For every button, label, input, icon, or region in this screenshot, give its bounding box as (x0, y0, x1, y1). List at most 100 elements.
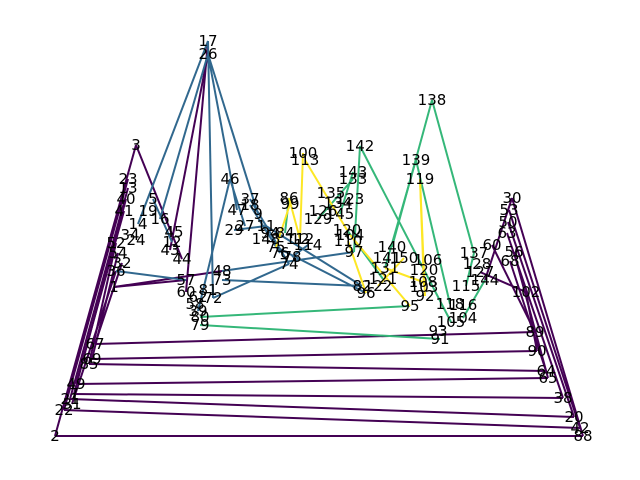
node-label-138: 138 (418, 91, 447, 109)
node-label-103: 103 (410, 278, 439, 296)
node-label-131: 131 (371, 259, 400, 277)
edge-17-60 (185, 40, 209, 293)
node-label-16: 16 (150, 210, 169, 228)
node-label-122: 122 (364, 277, 393, 295)
edge-67-32 (94, 262, 123, 345)
edge-22-23 (63, 178, 129, 411)
node-label-90: 90 (527, 342, 546, 360)
node-label-67: 67 (85, 335, 104, 353)
node-label-20: 20 (564, 408, 583, 426)
node-label-36: 36 (106, 262, 125, 280)
node-label-50: 50 (498, 213, 517, 231)
edge-110-96 (347, 240, 367, 294)
node-label-53: 53 (499, 201, 518, 219)
edge-20-50 (507, 221, 575, 418)
node-label-56: 56 (504, 243, 523, 261)
edge-99-75 (275, 203, 291, 248)
node-label-121: 121 (369, 270, 398, 288)
node-label-145: 145 (326, 205, 355, 223)
node-label-118: 118 (436, 295, 465, 313)
edge-42-53 (508, 209, 581, 429)
node-label-60: 60 (176, 283, 195, 301)
edge-139-118 (415, 159, 451, 305)
edge-49-65 (75, 377, 549, 385)
node-label-110: 110 (334, 232, 363, 250)
node-label-23: 23 (118, 170, 137, 188)
node-label-29: 29 (224, 221, 243, 239)
node-label-48: 48 (212, 262, 231, 280)
node-label-91: 91 (430, 330, 449, 348)
edge-26-9 (207, 53, 259, 215)
node-label-14: 14 (128, 215, 147, 233)
node-label-142: 142 (346, 137, 375, 155)
node-label-89: 89 (525, 323, 544, 341)
node-label-52: 52 (106, 234, 125, 252)
node-label-57: 57 (176, 271, 195, 289)
node-label-80: 80 (190, 308, 209, 326)
node-label-21: 21 (60, 390, 79, 408)
edge-88-30 (511, 197, 584, 437)
edge-11-82 (265, 225, 363, 287)
edge-26-43 (169, 53, 209, 251)
node-label-74: 74 (279, 255, 298, 273)
node-label-9: 9 (253, 205, 263, 223)
edge-150-122 (377, 257, 405, 287)
node-label-123: 123 (336, 190, 365, 208)
edge-138-137 (431, 99, 475, 254)
node-label-58: 58 (185, 295, 204, 313)
node-label-12: 12 (162, 233, 181, 251)
node-label-84: 84 (275, 224, 294, 242)
node-label-40: 40 (116, 190, 135, 208)
node-label-3: 3 (131, 136, 141, 154)
node-label-39: 39 (188, 302, 207, 320)
node-label-144: 144 (471, 271, 500, 289)
node-label-44: 44 (172, 250, 191, 268)
node-label-81: 81 (198, 281, 217, 299)
node-label-75: 75 (266, 238, 285, 256)
edge-108-131 (384, 267, 424, 283)
edge-142-97 (353, 145, 361, 253)
edge-1-48 (113, 270, 223, 288)
node-label-43: 43 (160, 241, 179, 259)
node-label-150: 150 (390, 249, 419, 267)
node-label-129: 129 (304, 210, 333, 228)
node-label-106: 106 (414, 251, 443, 269)
edge-31-36 (71, 270, 117, 405)
edge-89-60b (491, 244, 536, 333)
edge-85-52 (88, 242, 117, 365)
edge-21-20 (69, 398, 575, 418)
node-label-128: 128 (463, 255, 492, 273)
node-label-85: 85 (79, 355, 98, 373)
node-label-46: 46 (220, 170, 239, 188)
node-label-78: 78 (282, 248, 301, 266)
edge-2-3 (54, 144, 137, 437)
edge-67-89 (94, 331, 536, 345)
node-label-42: 42 (570, 419, 589, 437)
node-label-143: 143 (339, 163, 368, 181)
node-label-72: 72 (203, 289, 222, 307)
edge-21-13 (69, 187, 129, 400)
node-label-47: 47 (227, 201, 246, 219)
edge-30-144 (484, 197, 513, 281)
node-label-22: 22 (54, 401, 73, 419)
edge-90-102 (525, 291, 538, 352)
node-label-1: 1 (109, 278, 119, 296)
node-label-114: 114 (294, 236, 323, 254)
edge-119-103 (419, 178, 425, 288)
node-label-60b: 60 (482, 236, 501, 254)
edge-104b-144 (462, 279, 486, 319)
node-label-96: 96 (356, 284, 375, 302)
node-label-108: 108 (409, 273, 438, 291)
edge-49-41 (75, 210, 125, 385)
edge-26-16 (159, 53, 209, 220)
edge-102-127 (479, 271, 527, 293)
node-label-120b: 120 (410, 261, 439, 279)
node-label-41: 41 (114, 202, 133, 220)
edge-85-64 (88, 363, 547, 372)
node-label-93: 93 (428, 322, 447, 340)
edge-142-105 (359, 145, 452, 323)
edge-3-44 (135, 144, 183, 260)
node-label-68: 68 (500, 252, 519, 270)
